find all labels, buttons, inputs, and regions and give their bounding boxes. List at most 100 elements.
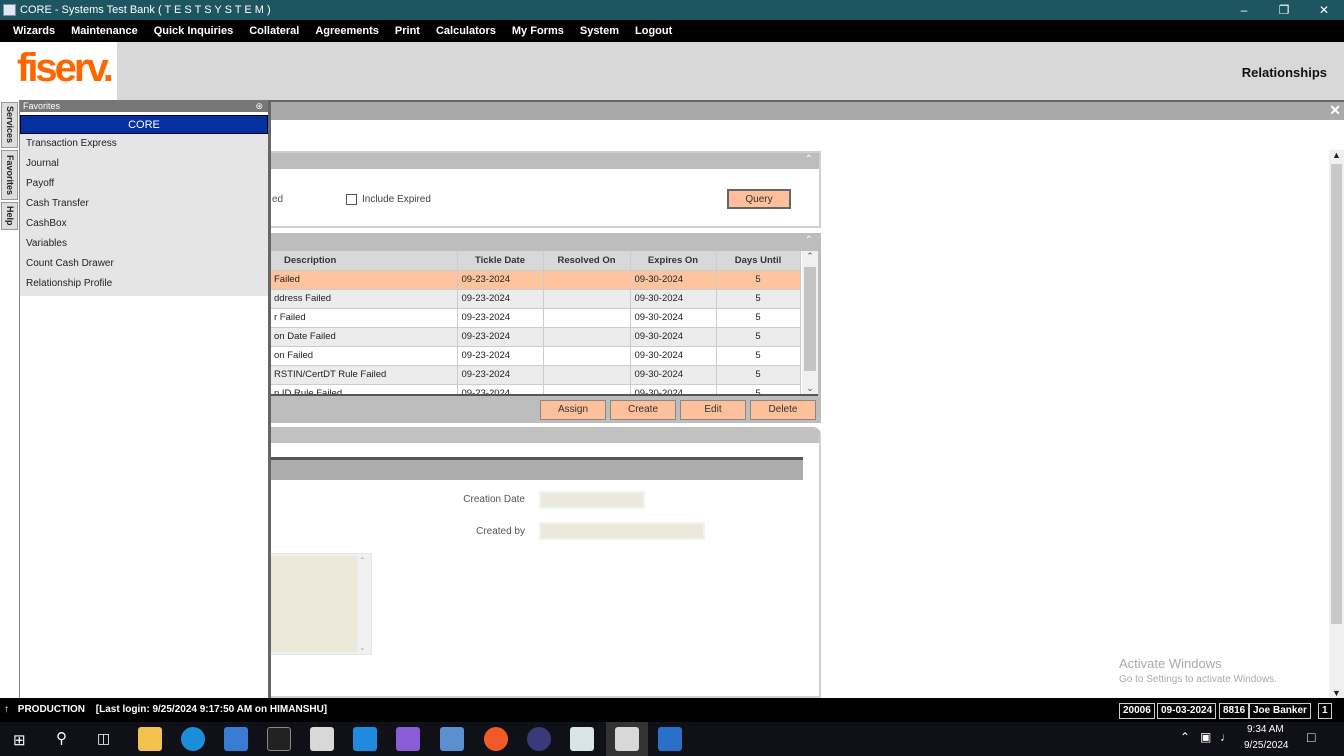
grid-scrollbar[interactable]: ⌃ ⌄ <box>802 251 818 394</box>
main-scrollbar[interactable]: ▲ ▼ <box>1329 150 1344 698</box>
favorite-item[interactable]: Cash Transfer <box>26 198 89 209</box>
delete-button[interactable]: Delete <box>750 400 816 420</box>
windows-start-icon[interactable]: ⊞ <box>13 732 26 749</box>
app-icon[interactable] <box>570 727 594 751</box>
app-icon[interactable] <box>440 727 464 751</box>
favorite-item[interactable]: Journal <box>26 158 59 169</box>
col-tickle-date[interactable]: Tickle Date <box>457 251 544 271</box>
file-explorer-icon[interactable] <box>138 727 162 751</box>
favorite-item[interactable]: CashBox <box>26 218 67 229</box>
pin-icon: ↑ <box>4 704 9 715</box>
favorite-item[interactable]: Transaction Express <box>26 138 117 149</box>
core-app-icon[interactable] <box>615 727 639 751</box>
restore-button[interactable]: ❐ <box>1278 3 1290 17</box>
table-cell <box>543 327 631 347</box>
visual-studio-icon[interactable] <box>396 727 420 751</box>
edge-icon[interactable] <box>181 727 205 751</box>
tray-chevron-icon[interactable]: ⌃ <box>1180 730 1191 744</box>
table-cell: RSTIN/CertDT Rule Failed <box>270 365 458 385</box>
edit-button[interactable]: Edit <box>680 400 746 420</box>
collapse-icon[interactable]: ⌃ <box>804 235 813 246</box>
col-expires-on[interactable]: Expires On <box>630 251 717 271</box>
app-icon[interactable] <box>224 727 248 751</box>
favorite-item[interactable]: Relationship Profile <box>26 278 113 289</box>
search-icon[interactable]: ⚲ <box>56 730 67 747</box>
fiserv-logo: fiserv. <box>0 42 117 100</box>
scroll-down-icon[interactable]: ⌄ <box>359 643 366 652</box>
created-by-field[interactable] <box>539 522 705 540</box>
table-row[interactable]: r Failed 09-23-2024 09-30-2024 5 <box>270 308 801 328</box>
menu-system[interactable]: System <box>579 25 619 37</box>
col-resolved-on[interactable]: Resolved On <box>543 251 631 271</box>
tab-services[interactable]: Services <box>1 102 18 148</box>
volume-muted-icon[interactable]: ♩ <box>1220 730 1232 744</box>
collapse-icon[interactable]: ⌃ <box>804 154 813 165</box>
core-app-icon[interactable] <box>310 727 334 751</box>
eclipse-icon[interactable] <box>527 727 551 751</box>
menu-my-forms[interactable]: My Forms <box>511 25 564 37</box>
task-view-icon[interactable]: ◫ <box>97 730 111 746</box>
table-cell <box>543 308 631 328</box>
assign-button[interactable]: Assign <box>540 400 606 420</box>
table-cell <box>543 365 631 385</box>
app-icon[interactable] <box>658 727 682 751</box>
table-row[interactable]: RSTIN/CertDT Rule Failed 09-23-2024 09-30-… <box>270 365 801 385</box>
table-cell: 5 <box>716 308 801 328</box>
menu-bar: Wizards Maintenance Quick Inquiries Coll… <box>0 20 1344 42</box>
partial-label: ed <box>272 194 284 205</box>
table-cell: 09-30-2024 <box>630 308 717 328</box>
scroll-thumb[interactable] <box>1331 164 1342 624</box>
table-row[interactable]: on Date Failed 09-23-2024 09-30-2024 5 <box>270 327 801 347</box>
query-panel: ⌃ ed Include Expired Query <box>268 151 821 228</box>
pin-icon[interactable]: ⊛ <box>255 101 263 111</box>
table-row[interactable]: on Failed 09-23-2024 09-30-2024 5 <box>270 346 801 366</box>
scroll-down-icon[interactable]: ⌄ <box>806 383 814 393</box>
menu-wizards[interactable]: Wizards <box>13 25 56 37</box>
status-bar: ↑ PRODUCTION [Last login: 9/25/2024 9:17… <box>0 698 1344 722</box>
col-days-until[interactable]: Days Until <box>716 251 801 271</box>
network-icon[interactable]: ▣ <box>1200 730 1212 744</box>
menu-maintenance[interactable]: Maintenance <box>71 25 138 37</box>
table-row[interactable]: Failed 09-23-2024 09-30-2024 5 <box>270 270 801 290</box>
favorite-item[interactable]: Variables <box>26 238 67 249</box>
table-cell: 09-30-2024 <box>630 270 717 290</box>
scroll-up-icon[interactable]: ⌃ <box>359 556 366 565</box>
content-title-bar <box>270 100 1344 120</box>
scroll-up-icon[interactable]: ▲ <box>1332 150 1341 160</box>
menu-print[interactable]: Print <box>394 25 420 37</box>
vscode-icon[interactable] <box>353 727 377 751</box>
favorite-item[interactable]: Count Cash Drawer <box>26 258 114 269</box>
scroll-thumb[interactable] <box>804 267 816 371</box>
minimize-button[interactable]: – <box>1240 3 1248 17</box>
tab-favorites[interactable]: Favorites <box>1 150 18 200</box>
clock-time[interactable]: 9:34 AM <box>1247 724 1284 735</box>
tab-help[interactable]: Help <box>1 202 18 230</box>
notifications-icon[interactable]: □ <box>1307 729 1316 745</box>
header <box>0 42 1344 100</box>
query-button[interactable]: Query <box>727 189 791 209</box>
include-expired-checkbox[interactable] <box>346 194 357 205</box>
menu-collateral[interactable]: Collateral <box>249 25 300 37</box>
notes-textarea[interactable]: ⌃ ⌄ <box>270 553 372 655</box>
title-bar: CORE - Systems Test Bank ( T E S T S Y S… <box>0 0 1344 20</box>
menu-calculators[interactable]: Calculators <box>435 25 496 37</box>
scroll-down-icon[interactable]: ▼ <box>1332 688 1341 698</box>
scroll-up-icon[interactable]: ⌃ <box>806 251 814 261</box>
menu-quick-inquiries[interactable]: Quick Inquiries <box>153 25 234 37</box>
table-cell: 09-23-2024 <box>457 289 544 309</box>
table-row[interactable]: ddress Failed 09-23-2024 09-30-2024 5 <box>270 289 801 309</box>
creation-date-field[interactable] <box>539 491 645 509</box>
last-login: [Last login: 9/25/2024 9:17:50 AM on HIM… <box>95 704 328 715</box>
postman-icon[interactable] <box>484 727 508 751</box>
table-row[interactable]: n ID Rule Failed 09-23-2024 09-30-2024 5 <box>270 384 801 394</box>
favorites-group-core[interactable]: CORE <box>20 115 268 134</box>
close-window-button[interactable]: ✕ <box>1318 3 1330 17</box>
close-panel-icon[interactable]: ✕ <box>1329 102 1341 118</box>
favorite-item[interactable]: Payoff <box>26 178 55 189</box>
clock-date[interactable]: 9/25/2024 <box>1244 740 1289 751</box>
col-description[interactable]: Description <box>270 251 458 271</box>
menu-logout[interactable]: Logout <box>635 25 673 37</box>
menu-agreements[interactable]: Agreements <box>315 25 379 37</box>
create-button[interactable]: Create <box>610 400 676 420</box>
terminal-icon[interactable] <box>267 727 291 751</box>
